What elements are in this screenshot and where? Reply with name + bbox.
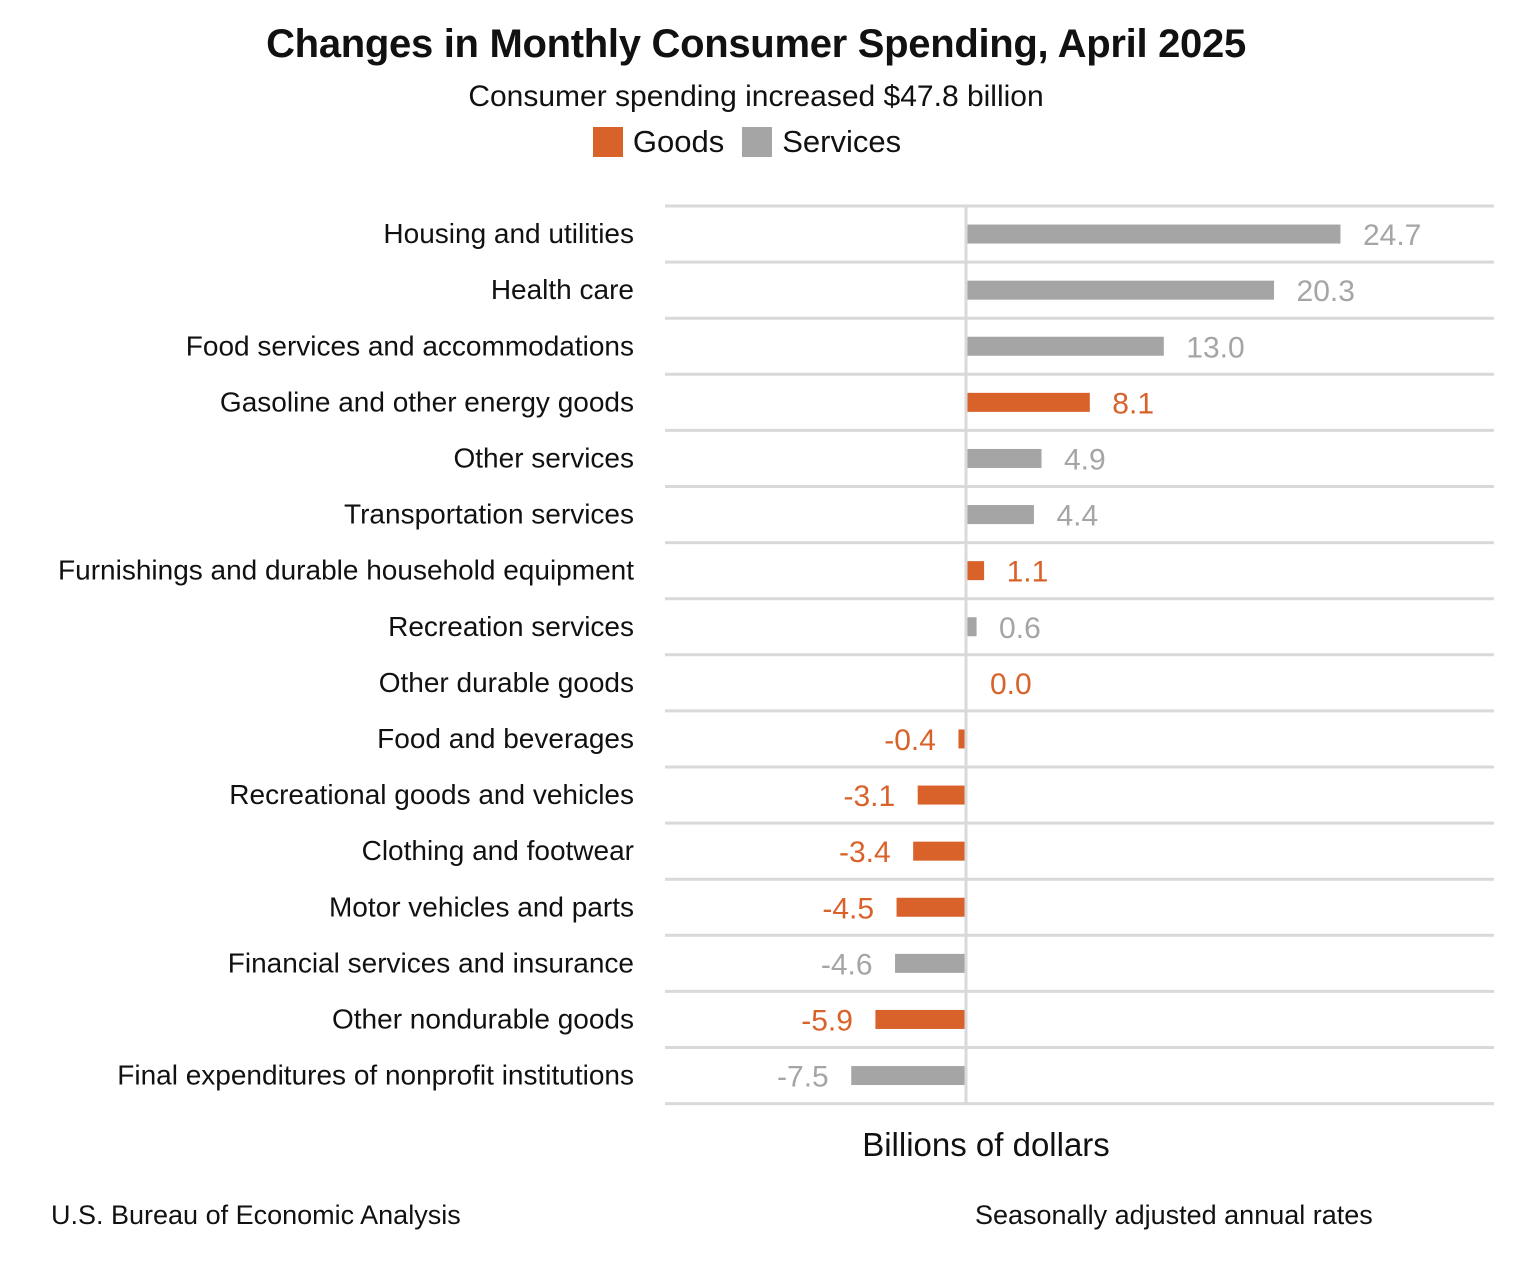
data-labels: 24.720.3 13.0 8.14.9 4.41.1 0.6 0.0 -0.4 -3.1 -3… xyxy=(777,219,1421,1094)
data-label: -3.4 xyxy=(839,836,891,869)
category-label: Recreation services xyxy=(388,611,634,642)
category-label: Housing and utilities xyxy=(383,218,634,249)
legend-swatch-goods xyxy=(592,127,623,157)
category-label: Other nondurable goods xyxy=(332,1003,634,1034)
bar xyxy=(913,841,965,861)
bar xyxy=(896,897,965,917)
data-label: -7.5 xyxy=(777,1061,829,1094)
data-label: -0.4 xyxy=(884,724,936,757)
bar xyxy=(967,392,1090,412)
legend-item-services: Services xyxy=(742,124,901,160)
bar xyxy=(967,505,1034,525)
data-label: 8.1 xyxy=(1112,387,1154,420)
legend-label-goods: Goods xyxy=(632,124,725,159)
bar xyxy=(958,729,965,749)
data-label: -4.5 xyxy=(822,892,874,925)
category-labels: Housing and utilities Health care Food ser… xyxy=(58,218,634,1091)
bar xyxy=(967,448,1042,468)
category-label: Recreational goods and vehicles xyxy=(229,779,634,810)
category-label: Final expenditures of nonprofit institut… xyxy=(117,1060,634,1091)
data-label: 13.0 xyxy=(1186,331,1244,364)
legend-swatch-services xyxy=(742,127,773,157)
category-label: Other services xyxy=(454,442,635,473)
data-label: 4.9 xyxy=(1064,443,1106,476)
source-note: U.S. Bureau of Economic Analysis xyxy=(51,1200,461,1230)
bar xyxy=(967,336,1164,356)
chart-subtitle: Consumer spending increased $47.8 billio… xyxy=(468,80,1044,113)
x-axis-label: Billions of dollars xyxy=(862,1126,1110,1163)
data-label: 4.4 xyxy=(1056,500,1098,533)
legend-item-goods: Goods xyxy=(592,124,725,160)
bar xyxy=(967,617,977,637)
data-label: 1.1 xyxy=(1007,556,1049,589)
chart-legend: Goods Services xyxy=(0,124,1494,160)
bar xyxy=(967,561,985,581)
bar xyxy=(967,224,1341,244)
chart-title: Changes in Monthly Consumer Spending, Ap… xyxy=(266,22,1246,66)
data-label: 24.7 xyxy=(1363,219,1421,252)
bar xyxy=(967,280,1275,300)
bars xyxy=(851,224,1341,1086)
category-label: Financial services and insurance xyxy=(228,947,634,978)
data-label: -3.1 xyxy=(843,780,895,813)
category-label: Food services and accommodations xyxy=(186,330,634,361)
category-label: Motor vehicles and parts xyxy=(329,891,634,922)
rates-note: Seasonally adjusted annual rates xyxy=(975,1200,1373,1230)
bar xyxy=(917,785,965,805)
category-label: Transportation services xyxy=(344,499,634,530)
category-label: Food and beverages xyxy=(377,723,634,754)
bar xyxy=(875,1009,965,1029)
data-label: -5.9 xyxy=(801,1004,853,1037)
category-label: Gasoline and other energy goods xyxy=(220,386,634,417)
gridlines xyxy=(665,204,1494,1106)
category-label: Furnishings and durable household equipm… xyxy=(58,555,634,586)
bar xyxy=(895,953,965,973)
category-label: Other durable goods xyxy=(379,667,634,698)
data-label: -4.6 xyxy=(821,948,873,981)
data-label: 0.6 xyxy=(999,612,1041,645)
data-label: 20.3 xyxy=(1297,275,1355,308)
category-label: Clothing and footwear xyxy=(362,835,634,866)
legend-label-services: Services xyxy=(782,124,902,159)
bar xyxy=(851,1066,965,1086)
category-label: Health care xyxy=(491,274,634,305)
data-label: 0.0 xyxy=(990,668,1032,701)
